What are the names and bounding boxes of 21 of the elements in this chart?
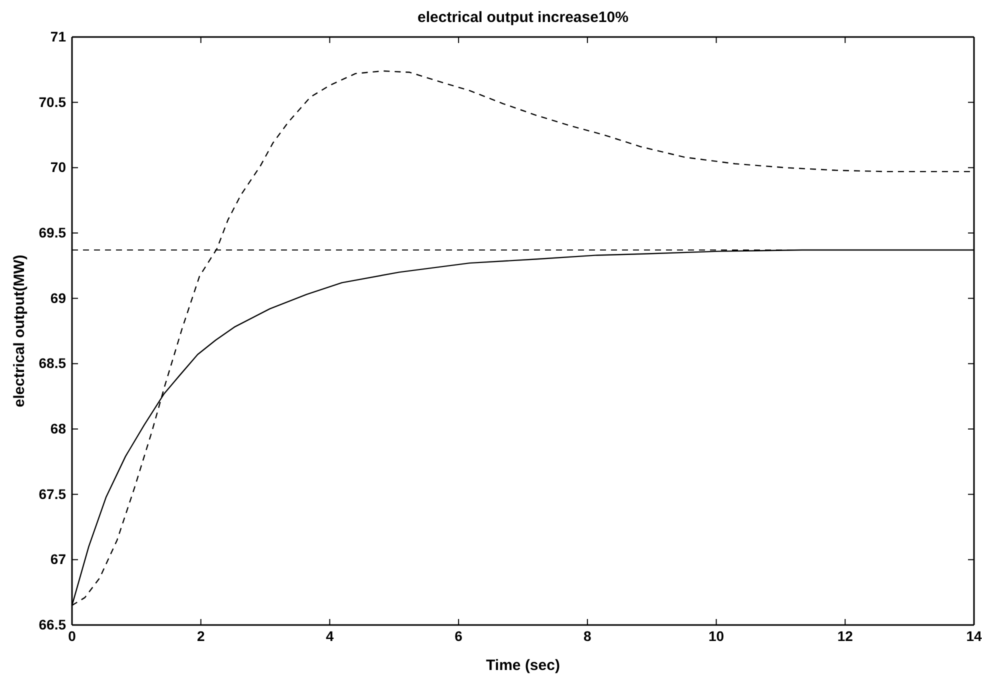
x-tick-label: 8 <box>584 628 592 644</box>
y-tick-label: 67 <box>50 551 66 568</box>
chart-title: electrical output increase10% <box>418 9 628 26</box>
x-tick-label: 2 <box>196 628 205 644</box>
y-tick-label: 70.5 <box>38 94 66 110</box>
y-tick-label: 66.5 <box>38 616 66 632</box>
x-tick-label: 12 <box>837 628 854 644</box>
x-tick-label: 10 <box>708 628 724 644</box>
y-tick-label: 69 <box>50 290 66 306</box>
y-tick-label: 67.5 <box>38 486 66 502</box>
y-axis-title: electrical output(MW) <box>11 254 28 408</box>
x-tick-label: 6 <box>454 628 463 644</box>
y-tick-label: 69.5 <box>38 224 66 240</box>
x-tick-label: 14 <box>966 628 982 644</box>
x-tick-label: 4 <box>326 628 334 644</box>
y-tick-label: 70 <box>50 159 66 176</box>
x-axis-title: Time (sec) <box>486 657 560 674</box>
y-tick-label: 68.5 <box>38 355 66 372</box>
y-tick-label: 68 <box>50 420 66 436</box>
x-tick-label: 0 <box>68 628 76 644</box>
y-tick-label: 71 <box>50 28 66 44</box>
